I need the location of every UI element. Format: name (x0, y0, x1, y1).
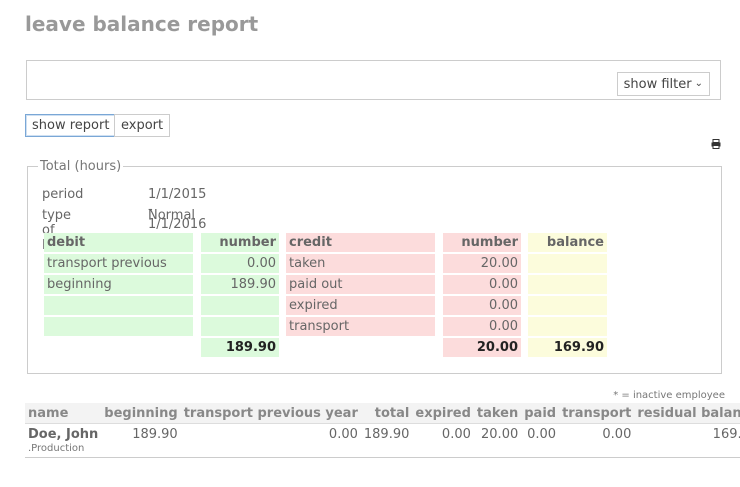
balance-total: 169.90 (528, 338, 607, 357)
column-header-total[interactable]: total (360, 403, 413, 424)
taken-cell: 20.00 (473, 423, 522, 458)
credit-row-label: taken (286, 254, 435, 273)
debit-row-value: 189.90 (201, 275, 279, 294)
residual-balance-cell: 169.90 (634, 423, 740, 458)
show-report-button[interactable]: show report (25, 114, 117, 137)
column-header-taken[interactable]: taken (473, 403, 522, 424)
credit-row-value: 0.00 (443, 296, 521, 315)
debit-row-label: beginning (44, 275, 193, 294)
export-button[interactable]: export (114, 114, 171, 137)
table-row[interactable]: Doe, John .Production 189.90 0.00 189.90… (25, 423, 740, 458)
credit-number-header: number (443, 233, 521, 252)
credit-header: credit (286, 233, 435, 252)
show-filter-button[interactable]: show filter ⌄ (616, 72, 710, 96)
balance-row-cell (528, 317, 607, 336)
column-header-residual-balance[interactable]: residual balance (634, 403, 740, 424)
column-header-paid[interactable]: paid (521, 403, 560, 424)
debit-header: debit (44, 233, 193, 252)
total-cell: 189.90 (360, 423, 413, 458)
paid-cell: 0.00 (521, 423, 560, 458)
total-hours-panel: Total (hours) (27, 159, 722, 374)
debit-row-label (44, 317, 193, 336)
column-header-beginning[interactable]: beginning (101, 403, 181, 424)
debit-row-label: transport previous year (44, 254, 193, 290)
employee-table-wrap: name beginning transport previous year t… (25, 403, 740, 458)
table-header-row: name beginning transport previous year t… (25, 403, 740, 424)
credit-row-label: paid out (286, 275, 435, 294)
transport-previous-year-cell: 0.00 (180, 423, 361, 458)
employee-department: .Production (28, 443, 85, 454)
balance-row-cell (528, 254, 607, 273)
column-header-transport[interactable]: transport (559, 403, 635, 424)
credit-row-value: 0.00 (443, 275, 521, 294)
credit-row-label: transport (286, 317, 435, 336)
filter-panel: show filter ⌄ (26, 60, 721, 100)
debit-row-value (201, 296, 279, 315)
credit-row-value: 0.00 (443, 317, 521, 336)
beginning-cell: 189.90 (101, 423, 181, 458)
employee-name[interactable]: Doe, John (28, 427, 99, 442)
balance-row-cell (528, 275, 607, 294)
debit-number-header: number (201, 233, 279, 252)
employee-name-cell: Doe, John .Production (25, 423, 102, 458)
page-title: leave balance report (25, 12, 259, 36)
transport-cell: 0.00 (559, 423, 635, 458)
expired-cell: 0.00 (412, 423, 474, 458)
credit-row-label: expired (286, 296, 435, 315)
inactive-employee-note: * = inactive employee (613, 390, 725, 401)
chevron-down-icon: ⌄ (694, 78, 703, 89)
balance-row-cell (528, 296, 607, 315)
debit-row-value: 0.00 (201, 254, 279, 273)
period-label: period (42, 187, 84, 202)
debit-row-label (44, 296, 193, 315)
show-filter-label: show filter (623, 77, 692, 92)
balance-header: balance (528, 233, 607, 252)
employee-table: name beginning transport previous year t… (25, 403, 740, 458)
credit-total: 20.00 (443, 338, 521, 357)
total-legend: Total (hours) (40, 159, 122, 174)
column-header-expired[interactable]: expired (412, 403, 474, 424)
credit-row-value: 20.00 (443, 254, 521, 273)
debit-row-value (201, 317, 279, 336)
printer-icon[interactable] (711, 139, 721, 153)
column-header-name[interactable]: name (25, 403, 102, 424)
column-header-transport-previous-year[interactable]: transport previous year (180, 403, 361, 424)
period-value: 1/1/2015 - 1/1/2016 (148, 187, 207, 232)
debit-total: 189.90 (201, 338, 279, 357)
type-of-leave-value: Normal (148, 208, 196, 223)
